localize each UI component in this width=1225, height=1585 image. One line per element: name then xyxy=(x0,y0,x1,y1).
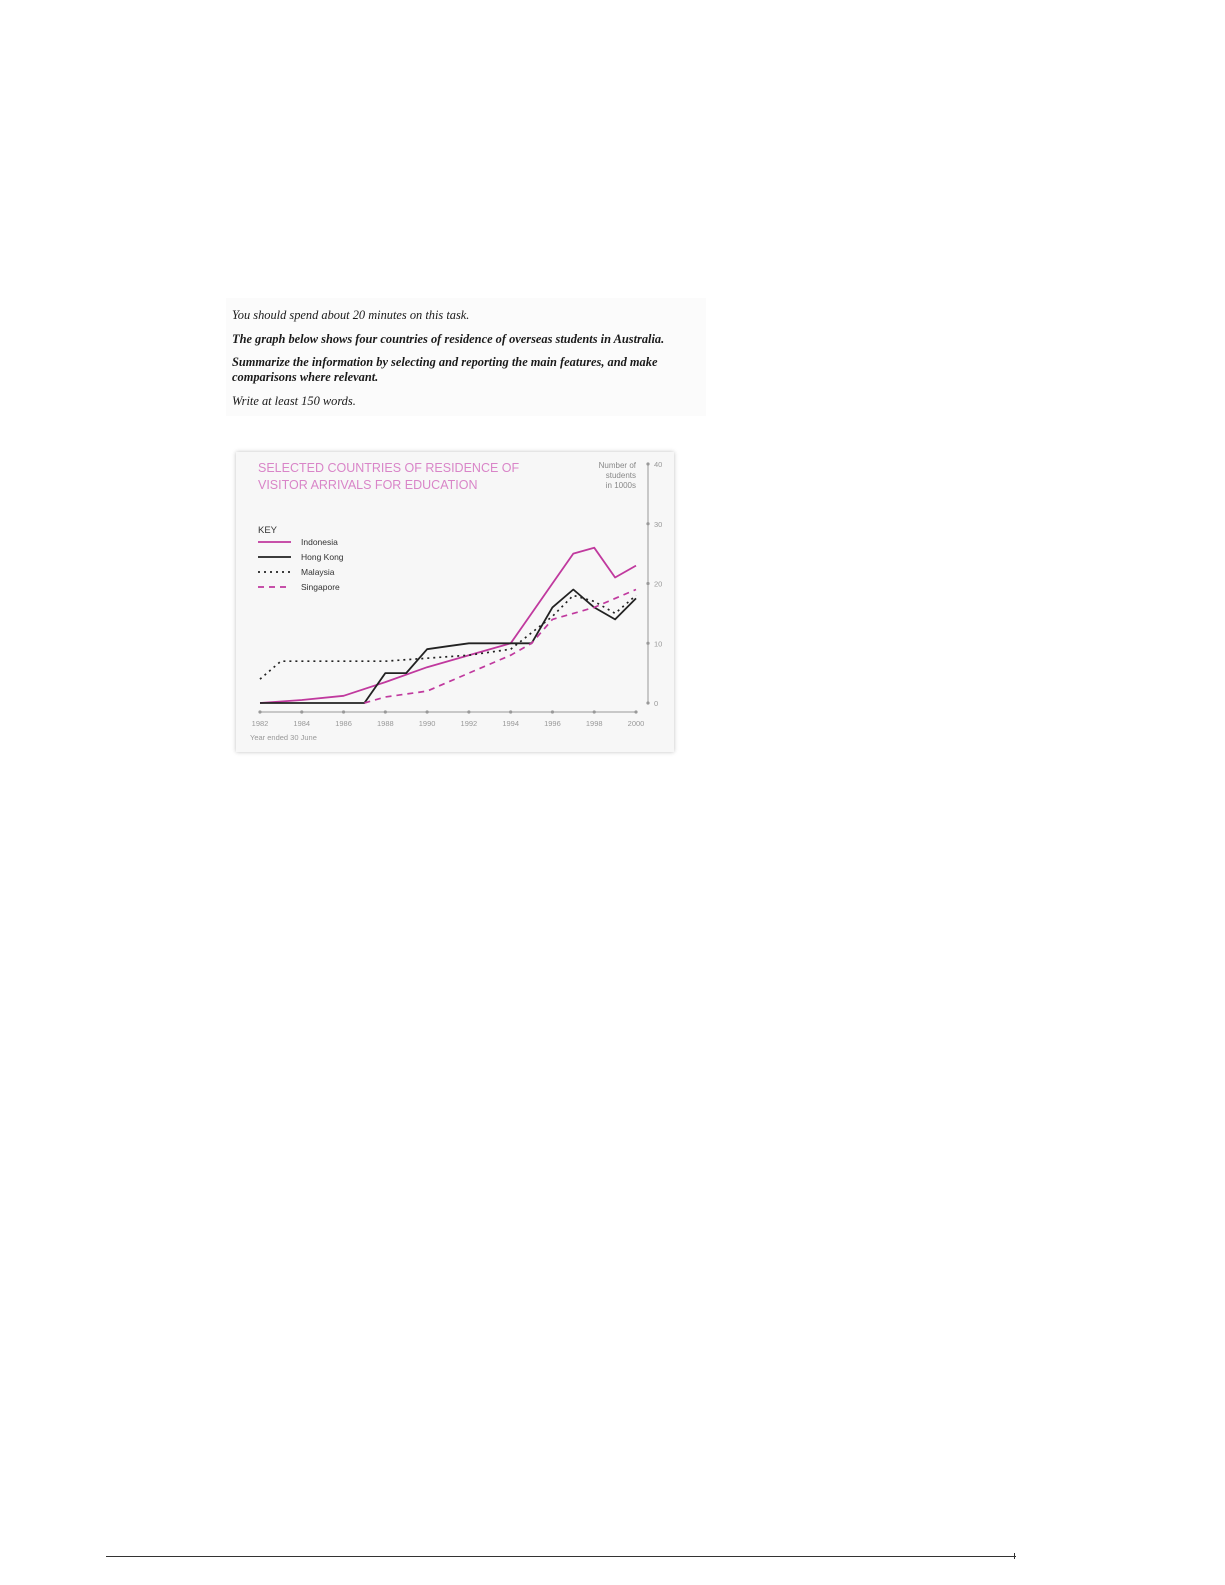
x-tick-mark xyxy=(425,710,429,714)
x-tick-mark xyxy=(341,710,346,714)
y-tick-mark xyxy=(646,581,650,586)
line-chart-card: SELECTED COUNTRIES OF RESIDENCE OF VISIT… xyxy=(236,452,674,752)
y-axis-label-line3: in 1000s xyxy=(606,481,636,490)
y-tick-label: 20 xyxy=(654,580,662,589)
series-layer xyxy=(259,546,637,704)
x-tick-label: 2000 xyxy=(628,719,645,728)
x-tick-label: 1982 xyxy=(252,719,269,728)
x-tick-label: 1996 xyxy=(544,719,561,728)
task-instructions: You should spend about 20 minutes on thi… xyxy=(226,298,706,417)
y-tick-label: 30 xyxy=(654,520,662,529)
x-tick-mark xyxy=(467,710,471,714)
task-prompt: The graph below shows four countries of … xyxy=(232,331,665,346)
legend-label: Indonesia xyxy=(301,537,338,547)
legend-label: Hong Kong xyxy=(301,552,344,562)
x-tick-mark xyxy=(509,710,513,714)
series-line-hong-kong xyxy=(260,588,637,704)
series-line-malaysia xyxy=(259,594,637,680)
y-axis-label-line1: Number of xyxy=(599,461,637,470)
legend: Indonesia Hong Kong Malaysia Singapore xyxy=(258,537,344,592)
x-tick-mark xyxy=(258,710,262,714)
y-tick-label: 10 xyxy=(654,639,662,648)
x-axis: 1982 1984 1986 1988 1990 1992 1994 1996 1998 2000 xyxy=(252,710,645,728)
word-count-note: Write at least 150 words. xyxy=(232,393,356,408)
y-axis: 0 10 20 30 40 xyxy=(646,460,662,708)
y-tick-label: 0 xyxy=(654,699,658,708)
footer-rule xyxy=(106,1556,1016,1557)
line-chart: SELECTED COUNTRIES OF RESIDENCE OF VISIT… xyxy=(250,460,662,742)
x-tick-mark xyxy=(383,710,387,714)
x-tick-label: 1990 xyxy=(419,719,436,728)
x-tick-mark xyxy=(592,710,596,714)
legend-title: KEY xyxy=(258,525,278,536)
y-tick-mark xyxy=(646,641,650,645)
series-line-singapore xyxy=(364,588,637,704)
time-note: You should spend about 20 minutes on thi… xyxy=(232,308,470,322)
footer-tick xyxy=(1014,1553,1015,1559)
y-axis-label-line2: students xyxy=(606,471,636,480)
chart-title-line2: VISITOR ARRIVALS FOR EDUCATION xyxy=(258,478,477,492)
x-tick-mark xyxy=(634,710,638,714)
x-tick-label: 1988 xyxy=(377,719,394,728)
y-tick-label: 40 xyxy=(654,460,662,469)
y-tick-mark xyxy=(646,462,650,466)
y-tick-mark xyxy=(646,701,650,705)
legend-label: Singapore xyxy=(301,582,340,592)
legend-label: Malaysia xyxy=(301,567,335,577)
x-tick-mark xyxy=(300,710,304,714)
x-tick-label: 1984 xyxy=(293,719,310,728)
x-tick-label: 1998 xyxy=(586,719,603,728)
chart-title-line1: SELECTED COUNTRIES OF RESIDENCE OF xyxy=(258,461,520,475)
x-tick-label: 1986 xyxy=(335,719,352,728)
x-axis-label: Year ended 30 June xyxy=(250,733,317,742)
x-tick-label: 1994 xyxy=(502,719,519,728)
x-tick-label: 1992 xyxy=(461,719,478,728)
task-instruction: Summarize the information by selecting a… xyxy=(232,355,658,384)
y-tick-mark xyxy=(646,522,650,526)
x-tick-mark xyxy=(550,710,555,714)
